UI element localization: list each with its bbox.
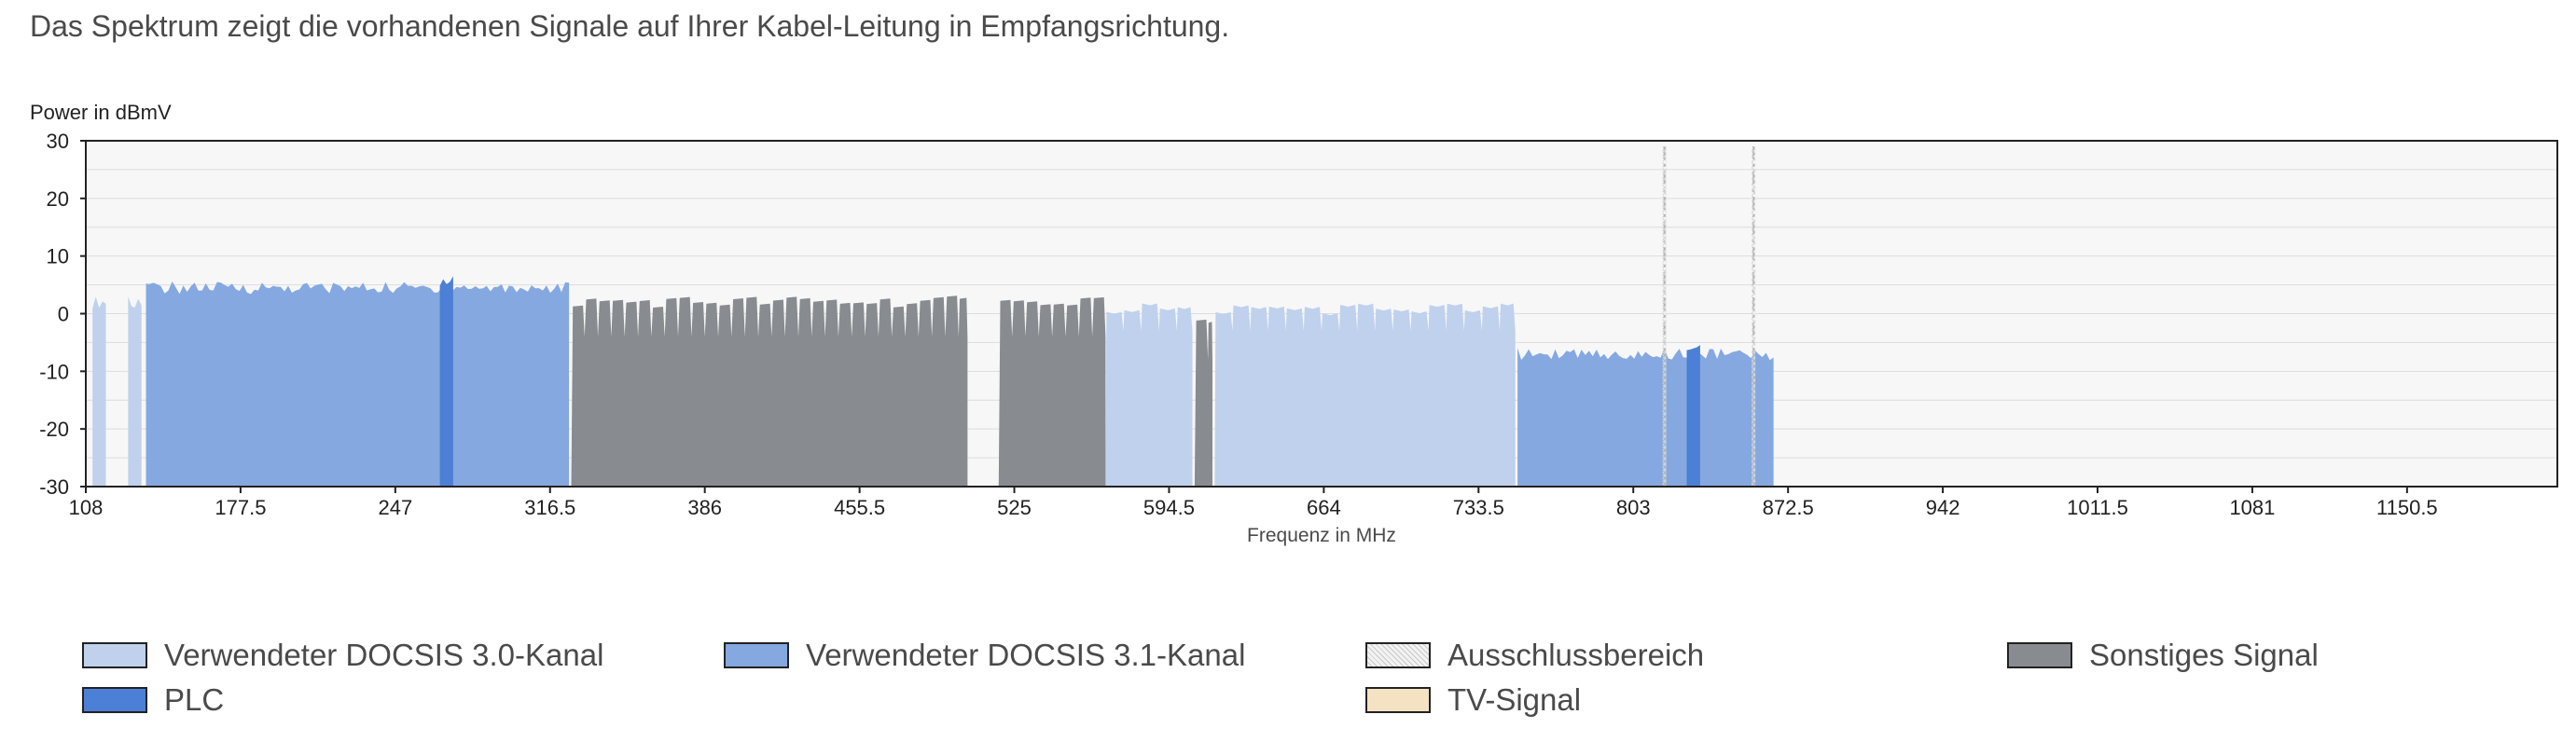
x-tick-label: 872.5 <box>1763 496 1814 519</box>
legend-swatch-other <box>2007 642 2072 668</box>
x-tick-label: 942 <box>1926 496 1960 519</box>
x-tick-label: 733.5 <box>1453 496 1504 519</box>
legend-swatch-plc <box>82 687 147 713</box>
band-other <box>1194 319 1212 487</box>
band-docsis31 <box>145 282 570 487</box>
legend-swatch-docsis30 <box>82 642 147 668</box>
x-tick-label: 316.5 <box>524 496 575 519</box>
band-docsis30 <box>128 296 142 487</box>
x-tick-label: 177.5 <box>215 496 266 519</box>
band-plc <box>1686 345 1700 487</box>
x-tick-label: 108 <box>69 496 104 519</box>
legend-label-other: Sonstiges Signal <box>2089 638 2319 672</box>
legend-swatch-docsis31 <box>724 642 789 668</box>
legend-label-docsis30: Verwendeter DOCSIS 3.0-Kanal <box>164 638 604 672</box>
y-tick-label: -10 <box>39 360 69 383</box>
band-other <box>998 296 1106 487</box>
x-tick-label: 247 <box>378 496 412 519</box>
legend-item-docsis30: Verwendeter DOCSIS 3.0-Kanal <box>82 638 603 673</box>
legend-label-tv: TV-Signal <box>1447 682 1582 717</box>
x-tick-label: 1081 <box>2229 496 2275 519</box>
intro-text: Das Spektrum zeigt die vorhandenen Signa… <box>30 9 1230 43</box>
x-tick-label: 386 <box>687 496 722 519</box>
legend-item-tv: TV-Signal <box>1365 682 1581 718</box>
exclusion-band <box>1752 146 1756 487</box>
legend-label-docsis31: Verwendeter DOCSIS 3.1-Kanal <box>806 638 1246 672</box>
y-tick-label: -20 <box>39 418 69 441</box>
x-axis-title: Frequenz in MHz <box>1247 525 1396 546</box>
band-docsis31 <box>1517 348 1774 487</box>
band-docsis30 <box>1214 303 1516 487</box>
legend-label-plc: PLC <box>164 682 225 717</box>
band-docsis30 <box>1105 303 1193 487</box>
x-tick-label: 1150.5 <box>2376 496 2438 519</box>
y-tick-label: 10 <box>47 245 69 268</box>
legend-label-exclusion: Ausschlussbereich <box>1447 638 1705 672</box>
y-tick-label: 0 <box>58 303 69 326</box>
x-tick-label: 664 <box>1307 496 1341 519</box>
band-other <box>571 295 968 487</box>
x-tick-label: 525 <box>997 496 1032 519</box>
exclusion-band <box>1662 146 1667 487</box>
legend-swatch-exclusion <box>1365 642 1431 668</box>
x-tick-label: 594.5 <box>1143 496 1195 519</box>
y-tick-label: 20 <box>47 187 69 211</box>
y-tick-label: -30 <box>39 475 69 499</box>
x-tick-label: 803 <box>1616 496 1651 519</box>
y-axis-title: Power in dBmV <box>30 101 172 124</box>
band-docsis30 <box>92 296 106 487</box>
legend-item-plc: PLC <box>82 682 224 718</box>
legend-swatch-tv <box>1365 687 1431 713</box>
legend-item-other: Sonstiges Signal <box>2007 638 2319 673</box>
x-tick-label: 1011.5 <box>2067 496 2128 519</box>
legend-item-exclusion: Ausschlussbereich <box>1365 638 1704 673</box>
band-plc <box>439 276 453 487</box>
x-tick-label: 455.5 <box>834 496 885 519</box>
legend-item-docsis31: Verwendeter DOCSIS 3.1-Kanal <box>724 638 1245 673</box>
y-tick-label: 30 <box>47 130 69 153</box>
